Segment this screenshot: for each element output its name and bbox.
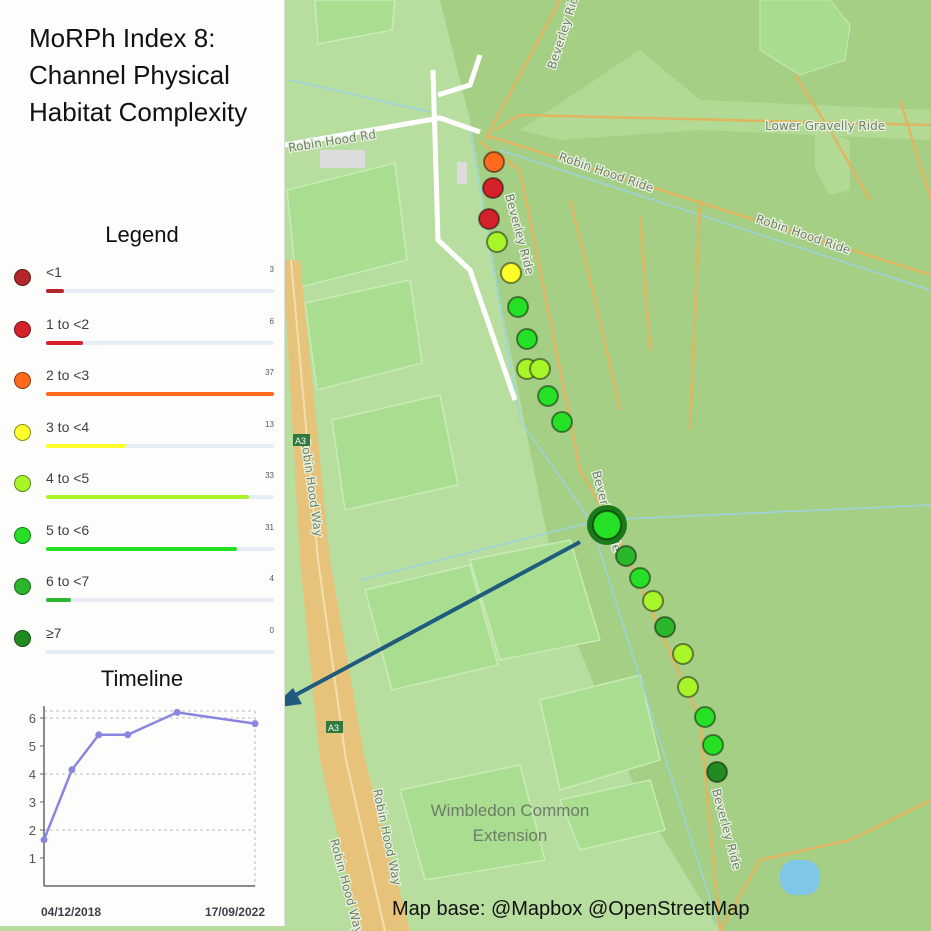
survey-marker[interactable]: [672, 643, 694, 665]
survey-marker[interactable]: [478, 208, 500, 230]
legend-item[interactable]: 5 to <6 31: [0, 518, 284, 558]
survey-marker[interactable]: [529, 358, 551, 380]
survey-marker[interactable]: [629, 567, 651, 589]
legend-bar-track: [46, 495, 274, 499]
legend-label: 5 to <6: [46, 521, 90, 538]
y-tick-label: 3: [29, 795, 36, 810]
legend-count: 0: [269, 625, 274, 635]
legend-count: 4: [269, 574, 274, 583]
legend-bar-fill: [46, 598, 71, 602]
legend-bar-fill: [46, 392, 274, 396]
legend-dot-icon: [14, 423, 31, 441]
legend-label: 6 to <7: [46, 573, 90, 589]
x-tick-label: 17/09/2022: [205, 905, 265, 919]
legend-item[interactable]: 1 to <2 6: [0, 312, 284, 352]
legend-bar-fill: [46, 289, 65, 293]
legend-count: 31: [265, 522, 274, 532]
legend-item[interactable]: 2 to <3 37: [0, 363, 284, 403]
selection-arrow: [289, 540, 581, 700]
selected-survey-marker[interactable]: [592, 510, 622, 540]
survey-marker[interactable]: [551, 411, 573, 433]
legend-count: 33: [265, 471, 274, 480]
legend-dot-icon: [14, 578, 31, 595]
survey-marker[interactable]: [486, 231, 508, 253]
legend-count: 37: [265, 368, 274, 377]
survey-marker[interactable]: [516, 328, 538, 350]
svg-text:A3: A3: [328, 723, 339, 733]
legend-dot-icon: [14, 526, 31, 544]
survey-marker[interactable]: [694, 706, 716, 728]
timeline-title: Timeline: [100, 666, 184, 691]
legend-bar-fill: [46, 546, 238, 551]
survey-marker[interactable]: [642, 590, 664, 612]
legend-item[interactable]: 4 to <5 33: [0, 466, 284, 506]
timeline-point[interactable]: [95, 731, 103, 739]
legend-dot-icon: [14, 629, 31, 647]
legend-item[interactable]: 6 to <7 4: [0, 569, 284, 609]
timeline-point[interactable]: [68, 766, 76, 774]
timeline-point[interactable]: [173, 708, 181, 716]
legend-count: 13: [265, 419, 274, 429]
map-attribution: Map base: @Mapbox @OpenStreetMap: [392, 898, 750, 920]
svg-text:A3: A3: [295, 436, 306, 446]
legend-bar-track: [46, 649, 274, 654]
legend-bar-track: [46, 598, 274, 602]
legend-bar-fill: [46, 443, 127, 448]
y-tick-label: 4: [29, 767, 36, 782]
legend-bar-fill: [46, 495, 250, 499]
legend-label: ≥7: [46, 624, 62, 641]
survey-marker[interactable]: [677, 676, 699, 698]
survey-marker[interactable]: [482, 177, 504, 199]
y-tick-label: 6: [29, 711, 36, 726]
survey-marker[interactable]: [706, 761, 728, 783]
timeline-line: [42, 711, 256, 841]
y-tick-label: 5: [29, 739, 36, 754]
legend-bar-fill: [46, 340, 83, 345]
legend-label: 1 to <2: [46, 315, 90, 332]
survey-marker[interactable]: [537, 385, 559, 407]
timeline-point[interactable]: [251, 720, 259, 728]
legend-label: 2 to <3: [46, 367, 90, 383]
survey-marker[interactable]: [654, 616, 676, 638]
legend-bar-track: [46, 443, 274, 448]
legend-dot-icon: [14, 475, 31, 492]
legend-dot-icon: [14, 372, 31, 389]
survey-marker[interactable]: [702, 734, 724, 756]
survey-marker[interactable]: [615, 545, 637, 567]
y-tick-label: 1: [29, 851, 36, 866]
panel-title: MoRPh Index 8: Channel Physical Habitat …: [29, 23, 248, 127]
survey-marker[interactable]: [507, 296, 529, 318]
legend-bar-track: [46, 392, 274, 396]
x-tick-label: 04/12/2018: [41, 905, 101, 919]
survey-marker[interactable]: [483, 151, 505, 173]
legend-dot-icon: [14, 269, 31, 286]
legend-bar-track: [46, 289, 274, 293]
legend-label: 4 to <5: [46, 470, 90, 486]
a3-shield: A3: [293, 434, 310, 446]
legend-bar-track: [46, 546, 274, 551]
info-panel: MoRPh Index 8: Channel Physical Habitat …: [0, 0, 285, 926]
a3-shield: A3: [326, 721, 343, 733]
legend-dot-icon: [14, 320, 31, 338]
legend-title: Legend: [105, 222, 179, 247]
y-tick-label: 2: [29, 823, 36, 838]
legend-count: 3: [269, 265, 274, 274]
survey-marker[interactable]: [500, 262, 522, 284]
legend-bar-track: [46, 340, 274, 345]
timeline-chart: 1 2 3 4 5 6 04/12/2018 17/09/2022: [29, 706, 265, 919]
legend-item[interactable]: ≥7 0: [0, 621, 284, 661]
legend-item[interactable]: 3 to <4 13: [0, 415, 284, 455]
survey-markers: [478, 151, 728, 783]
legend-label: 3 to <4: [46, 418, 90, 435]
map-area-label: Wimbledon Common Extension: [430, 801, 590, 845]
legend-label: <1: [46, 264, 62, 280]
legend-item[interactable]: <1 3: [0, 260, 284, 300]
legend-count: 6: [269, 316, 274, 326]
timeline-point[interactable]: [40, 836, 48, 844]
map-label-lower-gravelly-ride: Lower Gravelly Ride: [765, 119, 885, 133]
timeline-point[interactable]: [124, 731, 132, 739]
